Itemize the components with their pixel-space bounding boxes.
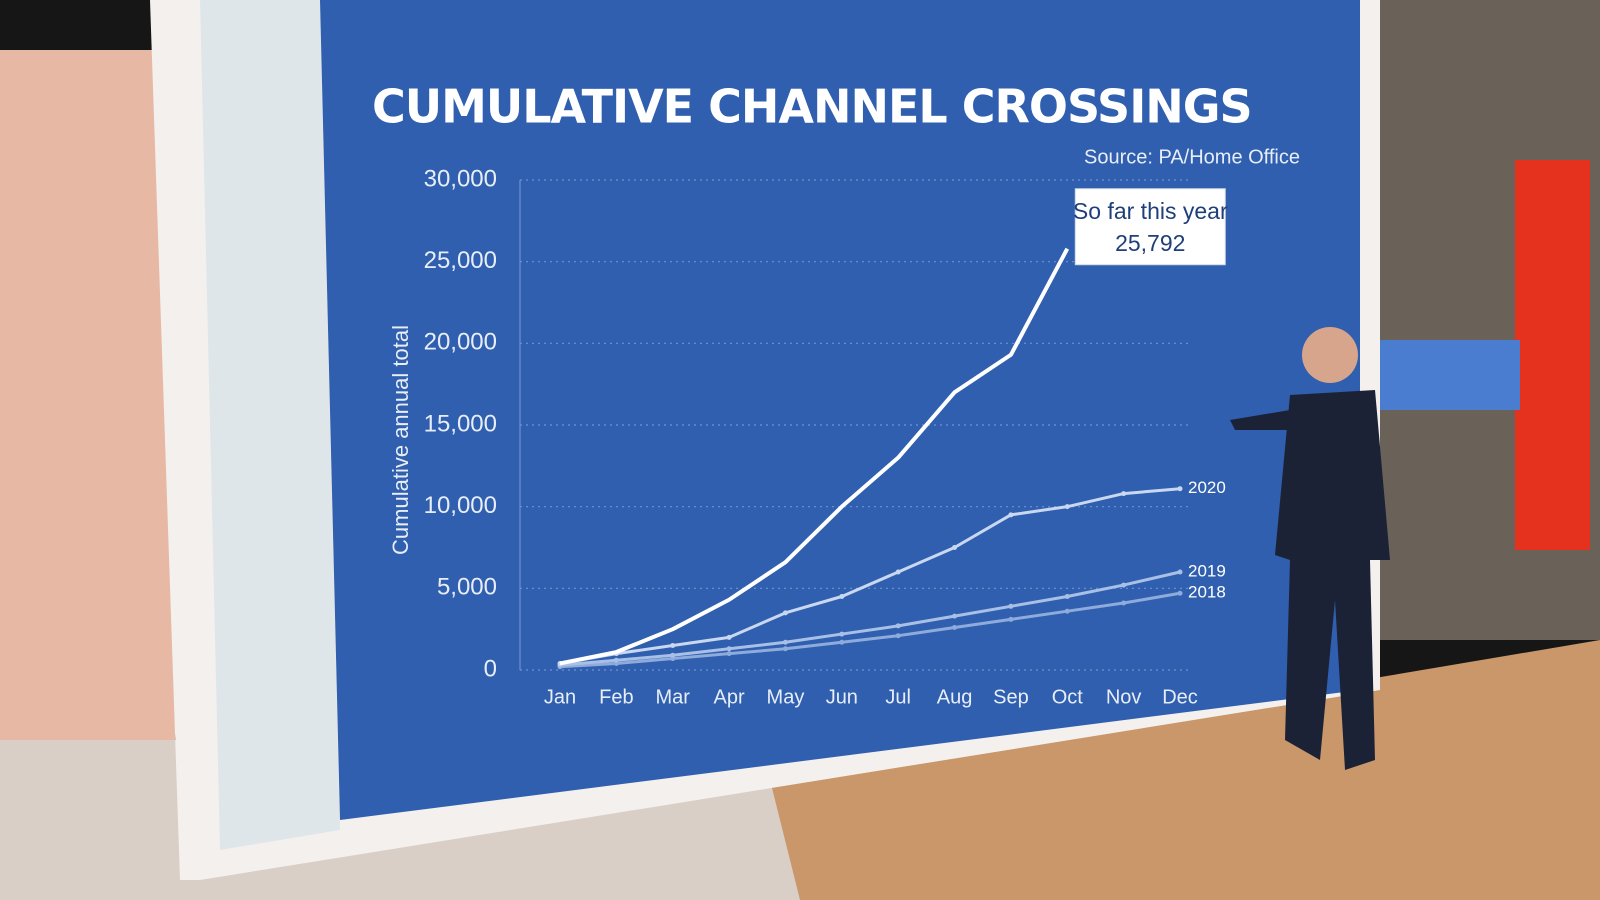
series-line	[559, 247, 1070, 666]
x-tick-label: Mar	[656, 686, 691, 708]
presenter	[1230, 327, 1390, 770]
series-label: 2020	[1188, 478, 1226, 497]
point	[895, 633, 901, 639]
presenter-head	[1302, 327, 1358, 383]
point	[1064, 594, 1070, 599]
x-tick-label: Dec	[1162, 686, 1198, 708]
point	[782, 610, 788, 616]
point	[895, 569, 901, 575]
screen-side	[200, 0, 340, 850]
x-tick-label: May	[767, 686, 805, 708]
x-tick-label: Jul	[885, 686, 911, 708]
point	[1008, 603, 1014, 609]
presenter-arm	[1230, 410, 1290, 430]
y-tick-label: 0	[484, 655, 497, 682]
x-tick-label: Apr	[714, 686, 745, 708]
y-tick-label: 15,000	[424, 410, 497, 437]
y-tick-label: 10,000	[424, 492, 497, 519]
series-line	[559, 591, 1181, 669]
point	[782, 646, 788, 652]
point	[726, 634, 732, 640]
point	[1121, 600, 1127, 606]
point	[839, 594, 845, 599]
x-tick-label: Jun	[826, 686, 858, 708]
annotation-value: 25,792	[1115, 230, 1185, 256]
plot-area: 0 5,000 10,000 15,000 20,000 25,000 30,000 Jan F…	[424, 165, 1228, 708]
point	[952, 613, 958, 619]
red-panel	[1515, 160, 1590, 550]
series-line	[559, 487, 1181, 665]
point	[670, 652, 676, 658]
point	[1008, 616, 1014, 622]
chart-title: CUMULATIVE CHANNEL CROSSINGS	[372, 80, 1252, 134]
y-tick-label: 30,000	[424, 165, 497, 192]
source-note: Source: PA/Home Office	[1084, 146, 1300, 168]
x-tick-label: Feb	[599, 686, 633, 708]
x-tick-label: Sep	[993, 686, 1029, 708]
y-tick-label: 25,000	[424, 247, 497, 274]
left-wall	[0, 50, 175, 750]
point	[1177, 590, 1183, 596]
point	[1064, 608, 1070, 614]
point	[952, 625, 958, 631]
point	[895, 623, 901, 629]
wood-floor	[770, 640, 1600, 900]
series-line	[559, 570, 1181, 667]
blue-light	[1370, 340, 1520, 410]
point	[952, 545, 958, 550]
series-label: 2019	[1188, 561, 1226, 580]
point	[670, 643, 676, 648]
point	[726, 651, 732, 657]
point	[839, 639, 845, 645]
y-axis-label: Cumulative annual total	[388, 325, 413, 555]
x-tick-label: Oct	[1052, 686, 1084, 708]
x-tick-label: Jan	[544, 686, 576, 708]
point	[1008, 512, 1014, 518]
point	[1121, 582, 1127, 588]
point	[613, 657, 619, 663]
point	[726, 646, 732, 652]
point	[1121, 491, 1127, 497]
series-label: 2018	[1188, 583, 1226, 602]
x-tick-label: Aug	[937, 686, 973, 708]
point	[782, 639, 788, 645]
y-tick-label: 5,000	[437, 574, 497, 601]
x-tick-label: Nov	[1106, 686, 1142, 708]
annotation-name: So far this year	[1073, 198, 1228, 224]
annotation-box	[1074, 188, 1226, 266]
y-tick-label: 20,000	[424, 329, 497, 356]
point	[1177, 486, 1183, 492]
presenter-body	[1275, 390, 1390, 770]
point	[1064, 504, 1070, 510]
point	[839, 631, 845, 637]
point	[1177, 569, 1183, 575]
